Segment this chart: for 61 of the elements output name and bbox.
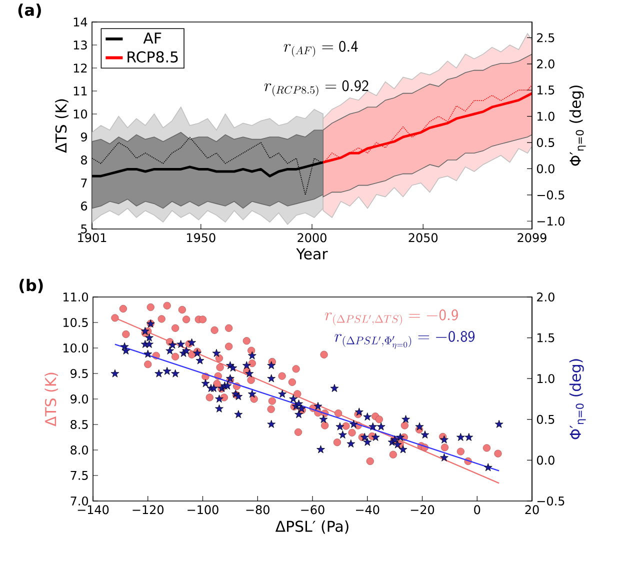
y2-tick-label: −0.5	[537, 496, 564, 506]
legend-label: AF	[143, 32, 162, 44]
x-tick-label: 20	[525, 505, 539, 514]
y-tick-label: 9	[80, 132, 87, 142]
x-tick-label: 1901	[78, 233, 106, 242]
y-tick-label: 13	[74, 40, 87, 50]
y-tick-label: 10.0	[64, 343, 88, 353]
x-axis-title: Year	[296, 248, 328, 260]
x-tick-label: 0	[474, 505, 480, 514]
x-axis-title: ΔPSL′ (Pa)	[275, 520, 348, 534]
y-tick-label: 5	[81, 224, 87, 234]
y-tick-label: 7.0	[70, 496, 88, 506]
chart-title: (a)	[18, 4, 41, 18]
y2-tick-label: 2.5	[537, 33, 554, 42]
y2-tick-label: 1.0	[538, 374, 554, 384]
x-tick-label: −140	[78, 505, 109, 514]
y2-tick-label: 2.0	[537, 292, 554, 302]
annotation: $r_{(AF)} = \mathsf{0.4}$	[284, 40, 358, 57]
y2-tick-label: 2.0	[537, 59, 554, 68]
annotation: $r_{(\Delta PSL' ,\Phi'_{\eta=0})} = \mathsf{-0.89}$	[334, 330, 475, 349]
y-tick-label: 12	[74, 64, 87, 72]
x-tick-label: 2099	[518, 233, 546, 242]
y2-tick-label: −1.0	[537, 216, 564, 226]
y2-axis-title: Φ′$_{η=0}$ (deg)	[569, 86, 586, 166]
x-tick-label: −120	[132, 505, 164, 514]
annotation: $r_{(RCP8.5)} = \mathsf{0.92}$	[264, 80, 368, 96]
x-tick-label: −40	[356, 505, 380, 514]
y2-tick-label: 1.5	[538, 86, 554, 95]
chart-title: (b)	[20, 278, 43, 294]
y2-tick-label: 1.5	[538, 333, 554, 342]
y-tick-label: 8.0	[70, 445, 88, 455]
y-tick-label: 9.0	[70, 394, 88, 404]
legend-label: RCP8.5	[128, 51, 178, 63]
y2-tick-label: 0.5	[536, 414, 554, 424]
y2-axis-title: Φ′$_{η=0}$ (deg)	[569, 359, 586, 440]
y-tick-label: 7.5	[70, 471, 88, 480]
y-axis-title: ΔTS (K)	[44, 372, 58, 426]
x-tick-label: 2000	[298, 233, 326, 242]
annotation: $r_{(\Delta PSL' ,\Delta TS)} = \mathsf{-0.9}$	[324, 309, 458, 326]
y-tick-label: 8.5	[70, 420, 88, 430]
y-tick-label: 6	[81, 201, 88, 211]
y2-tick-label: 1.0	[538, 112, 554, 121]
x-tick-label: −100	[188, 505, 218, 514]
y-tick-label: 8	[81, 155, 87, 165]
y-tick-label: 11	[74, 86, 87, 96]
x-tick-label: −60	[301, 505, 324, 514]
x-tick-label: 2050	[408, 233, 438, 242]
x-tick-label: −20	[410, 505, 434, 514]
y-tick-label: 11.0	[64, 292, 88, 302]
x-tick-label: 1950	[186, 233, 216, 242]
y-tick-label: 14	[74, 18, 88, 26]
y-tick-label: 9.5	[70, 368, 88, 378]
y-tick-label: 10	[74, 109, 88, 119]
y-tick-label: 10.5	[64, 318, 88, 328]
y2-tick-label: 0.5	[536, 138, 554, 148]
y2-tick-label: −0.5	[537, 190, 564, 200]
y-tick-label: 7	[81, 178, 87, 188]
x-tick-label: −80	[246, 505, 270, 514]
y2-tick-label: 0.0	[536, 456, 554, 465]
y2-tick-label: 0.0	[536, 164, 554, 174]
y-axis-title: ΔTS (K)	[55, 99, 68, 153]
